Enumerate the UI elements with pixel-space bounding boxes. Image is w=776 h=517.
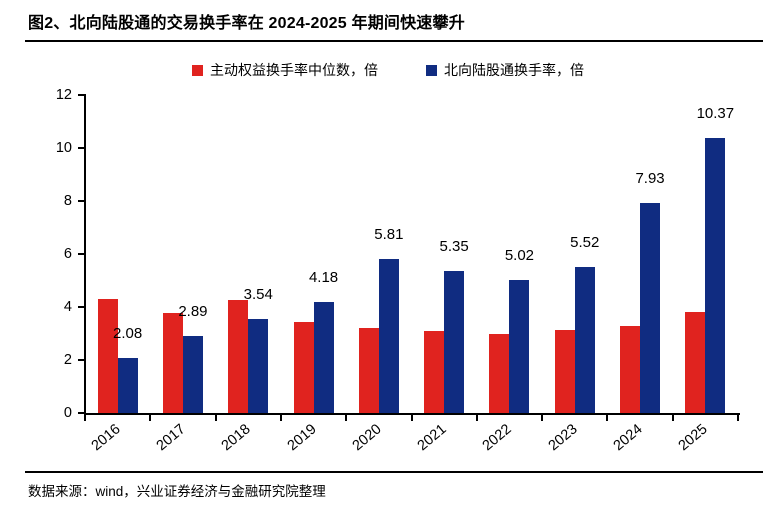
bar-northbound-turnover-2019 <box>313 302 334 413</box>
x-axis-category-label-2021: 2021 <box>414 421 450 455</box>
bar-value-label-2025: 10.37 <box>696 105 735 123</box>
y-axis-tick <box>78 94 85 96</box>
bar-northbound-turnover-2021 <box>444 271 465 413</box>
x-axis-tick <box>345 415 348 421</box>
bar-value-label-2017: 2.89 <box>178 303 208 321</box>
y-axis-tick <box>78 359 85 361</box>
x-axis-tick <box>475 415 478 421</box>
x-axis-tick <box>541 415 544 421</box>
x-axis-category-label-2023: 2023 <box>545 421 581 455</box>
x-axis-tick <box>214 415 217 421</box>
footer-divider <box>25 471 763 473</box>
bar-active-equity-turnover-2016 <box>97 299 118 413</box>
bar-value-label-2020: 5.81 <box>374 226 404 244</box>
bar-northbound-turnover-2017 <box>182 336 203 413</box>
figure-title: 图2、北向陆股通的交易换手率在 2024-2025 年期间快速攀升 <box>28 15 465 32</box>
bar-value-label-2022: 5.02 <box>504 246 535 264</box>
x-axis-tick <box>606 415 609 421</box>
bar-active-equity-turnover-2024 <box>620 325 641 413</box>
bar-active-equity-turnover-2025 <box>685 312 706 413</box>
legend-label-active-equity-turnover: 主动权益换手率中位数，倍 <box>210 62 378 78</box>
bar-northbound-turnover-2022 <box>509 279 530 413</box>
legend-swatch-red <box>192 64 203 76</box>
bar-active-equity-turnover-2019 <box>293 321 314 413</box>
y-axis-line <box>84 94 86 415</box>
y-axis-tick-label: 12 <box>55 87 72 103</box>
bar-northbound-turnover-2018 <box>248 319 269 413</box>
title-divider <box>25 40 763 42</box>
bar-active-equity-turnover-2022 <box>489 334 510 413</box>
legend-label-northbound-turnover: 北向陆股通换手率，倍 <box>444 62 584 78</box>
y-axis-tick <box>78 147 85 149</box>
y-axis-tick-label: 2 <box>63 352 72 368</box>
x-axis-tick <box>279 415 282 421</box>
legend-swatch-blue <box>426 64 437 76</box>
y-axis-tick-label: 4 <box>63 299 72 315</box>
bar-active-equity-turnover-2017 <box>162 313 183 413</box>
data-source-note: 数据来源：wind，兴业证券经济与金融研究院整理 <box>28 484 326 499</box>
bar-value-label-2024: 7.93 <box>635 169 665 187</box>
bar-active-equity-turnover-2018 <box>228 299 249 413</box>
bar-value-label-2023: 5.52 <box>570 233 600 251</box>
bar-northbound-turnover-2024 <box>640 202 661 413</box>
bar-northbound-turnover-2020 <box>378 259 399 413</box>
y-axis-tick-label: 6 <box>63 246 72 262</box>
x-axis-category-label-2020: 2020 <box>349 421 385 455</box>
bar-active-equity-turnover-2020 <box>358 328 379 413</box>
x-axis-tick <box>671 415 674 421</box>
y-axis-tick-label: 8 <box>63 193 72 209</box>
x-axis-category-label-2024: 2024 <box>610 421 646 455</box>
y-axis-tick-label: 0 <box>63 405 72 421</box>
x-axis-category-label-2025: 2025 <box>675 421 711 455</box>
bar-value-label-2019: 4.18 <box>308 269 339 287</box>
x-axis-category-label-2018: 2018 <box>218 421 254 455</box>
y-axis-tick-label: 10 <box>55 140 72 156</box>
x-axis-category-label-2019: 2019 <box>284 421 320 455</box>
x-axis-tick <box>410 415 413 421</box>
chart-legend: 主动权益换手率中位数，倍 北向陆股通换手率，倍 <box>0 60 776 80</box>
bar-active-equity-turnover-2023 <box>554 329 575 413</box>
bar-active-equity-turnover-2021 <box>424 331 445 413</box>
bar-northbound-turnover-2025 <box>705 138 726 413</box>
bar-value-label-2016: 2.08 <box>113 324 143 342</box>
y-axis-tick <box>78 306 85 308</box>
y-axis-tick <box>78 412 85 414</box>
x-axis-category-label-2016: 2016 <box>88 421 124 455</box>
y-axis-tick <box>78 253 85 255</box>
y-axis-tick <box>78 200 85 202</box>
legend-item-northbound-turnover: 北向陆股通换手率，倍 <box>426 60 584 80</box>
bar-northbound-turnover-2023 <box>574 266 595 413</box>
bar-northbound-turnover-2016 <box>117 357 138 413</box>
x-axis-tick <box>84 415 86 421</box>
x-axis-line <box>84 413 740 415</box>
bar-value-label-2018: 3.54 <box>243 286 273 304</box>
x-axis-tick <box>737 415 739 421</box>
x-axis-category-label-2022: 2022 <box>480 421 516 455</box>
legend-item-active-equity-turnover: 主动权益换手率中位数，倍 <box>192 60 378 80</box>
bar-value-label-2021: 5.35 <box>439 238 469 256</box>
x-axis-tick <box>149 415 152 421</box>
x-axis-category-label-2017: 2017 <box>153 421 189 455</box>
